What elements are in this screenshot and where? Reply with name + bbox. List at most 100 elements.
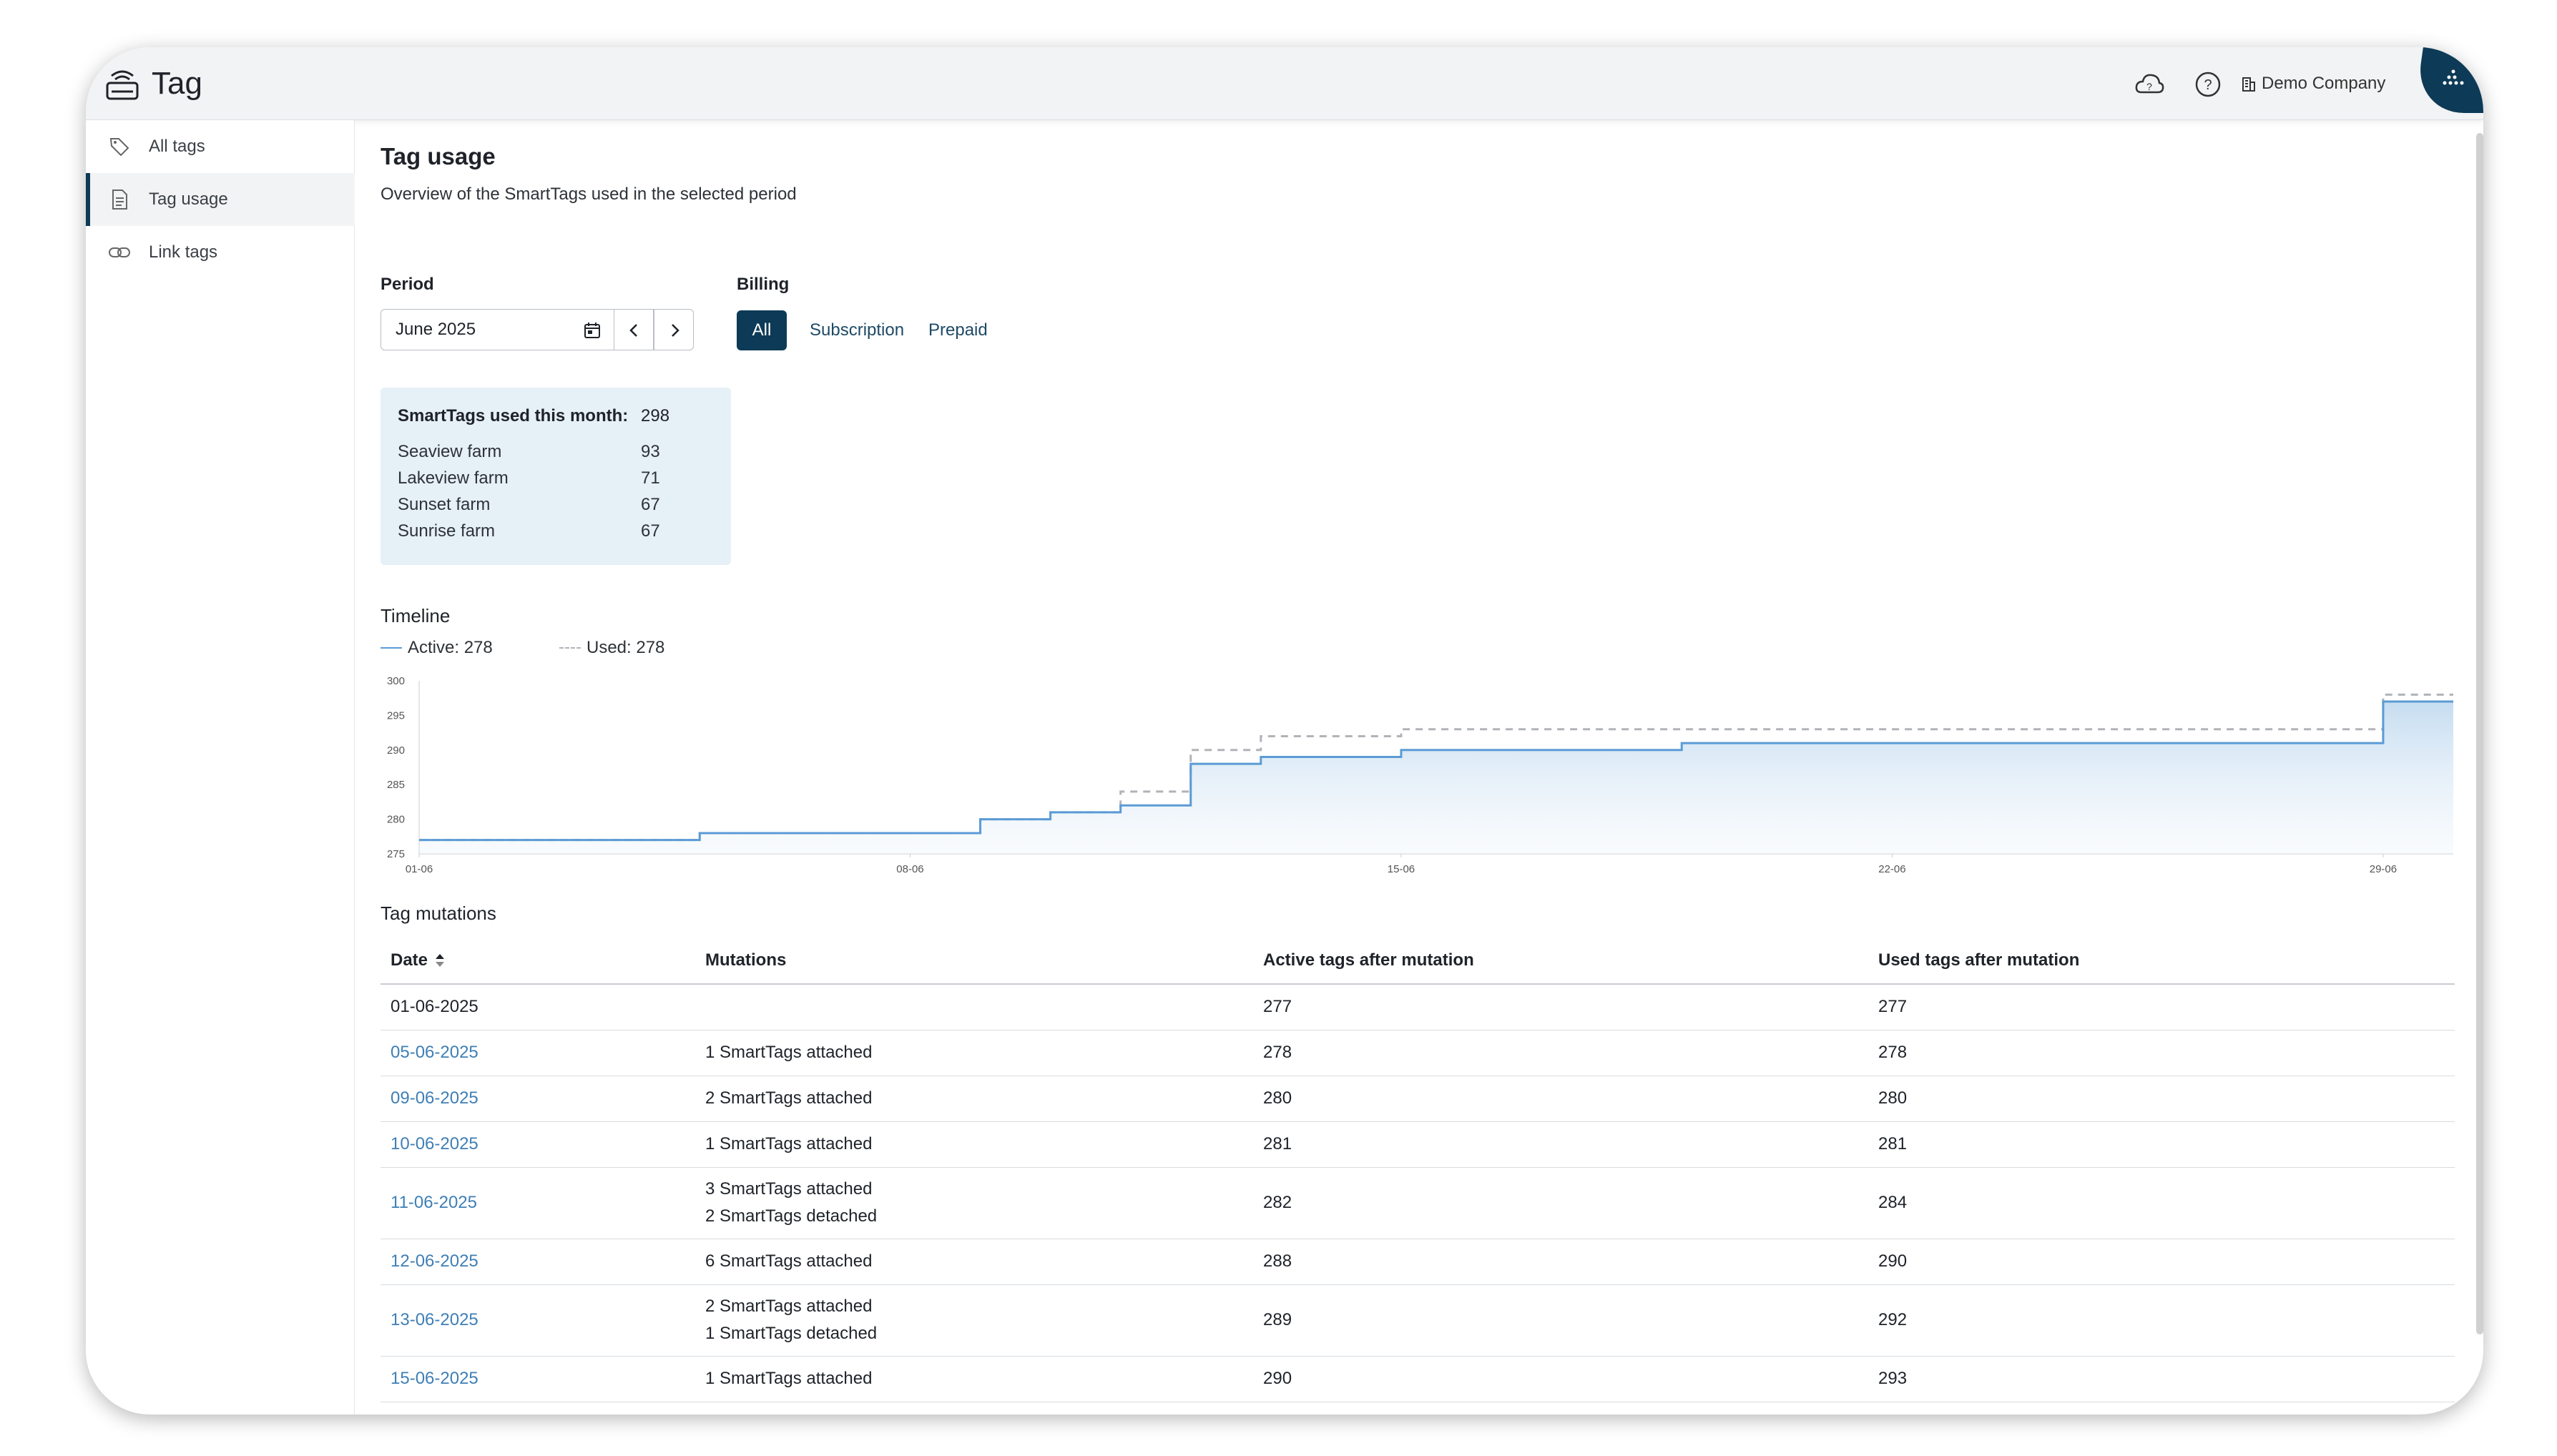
svg-text:?: ? <box>2204 77 2212 93</box>
mutations-title: Tag mutations <box>381 902 496 924</box>
mutations-cell: 2 SmartTags attached <box>695 1076 1253 1122</box>
tag-reader-logo-icon <box>106 70 139 100</box>
mutations-cell: 2 SmartTags attached 1 SmartTags detached <box>695 1284 1253 1357</box>
mutations-cell <box>695 984 1253 1030</box>
help-icon[interactable]: ? <box>2192 68 2224 101</box>
sidebar-item-label: Link tags <box>149 242 218 262</box>
farm-name: Sunset farm <box>398 495 491 514</box>
sidebar: All tags Tag usage Link tags <box>86 120 355 1415</box>
mutations-cell: 6 SmartTags attached <box>695 1239 1253 1285</box>
period-picker[interactable]: June 2025 <box>381 309 615 350</box>
farm-count: 67 <box>641 521 660 541</box>
mutations-cell: 1 SmartTags attached <box>695 1356 1253 1402</box>
column-header-active: Active tags after mutation <box>1253 937 1868 985</box>
chevron-left-icon <box>629 324 637 337</box>
company-selector[interactable]: Demo Company <box>2240 72 2385 96</box>
mutations-cell: 1 SmartTags attached <box>695 1121 1253 1168</box>
sidebar-item-tag-usage[interactable]: Tag usage <box>86 173 355 226</box>
mutation-line: 6 SmartTags attached <box>705 1251 873 1271</box>
sidebar-item-label: Tag usage <box>149 190 228 209</box>
date-link[interactable]: 09-06-2025 <box>381 1076 695 1122</box>
mutation-line: 2 SmartTags attached <box>705 1088 873 1108</box>
sidebar-item-all-tags[interactable]: All tags <box>86 120 355 173</box>
date-link[interactable]: 15-06-2025 <box>381 1356 695 1402</box>
used-tags-cell: 293 <box>1868 1402 2455 1415</box>
x-tick-label: 08-06 <box>896 863 923 875</box>
cloud-help-icon[interactable]: ? <box>2133 68 2166 101</box>
table-row: 10-06-2025 1 SmartTags attached 281 281 <box>381 1121 2455 1168</box>
y-tick-label: 280 <box>387 814 405 826</box>
date-link[interactable]: 13-06-2025 <box>381 1284 695 1357</box>
app-header: Tag ? ? Demo Company <box>86 47 2483 120</box>
mutations-cell: 1 SmartTags reattached <box>695 1402 1253 1415</box>
farm-name: Lakeview farm <box>398 468 509 488</box>
previous-period-button[interactable] <box>614 309 654 350</box>
table-row: 12-06-2025 6 SmartTags attached 288 290 <box>381 1239 2455 1285</box>
building-icon <box>2242 77 2255 92</box>
active-tags-cell: 278 <box>1253 1030 1868 1076</box>
app-grid-icon[interactable] <box>2439 66 2468 94</box>
x-tick-label: 15-06 <box>1388 863 1415 875</box>
table-row: 19-06-2025 1 SmartTags reattached291293 <box>381 1402 2455 1415</box>
billing-option-all[interactable]: All <box>737 310 787 350</box>
active-tags-cell: 288 <box>1253 1239 1868 1285</box>
table-row: 13-06-2025 2 SmartTags attached 1 SmartTag… <box>381 1284 2455 1357</box>
active-tags-cell: 289 <box>1253 1284 1868 1357</box>
app-window: Tag ? ? Demo Company <box>86 47 2483 1415</box>
used-tags-cell: 277 <box>1868 984 2455 1030</box>
usage-summary-card: SmartTags used this month: 298 Seaview f… <box>381 388 731 565</box>
y-tick-label: 285 <box>387 779 405 791</box>
chevron-right-icon <box>672 324 679 337</box>
active-area <box>419 702 2453 854</box>
calendar-icon[interactable] <box>583 321 602 340</box>
used-tags-cell: 290 <box>1868 1239 2455 1285</box>
column-header-used: Used tags after mutation <box>1868 937 2455 985</box>
date-link[interactable]: 05-06-2025 <box>381 1030 695 1076</box>
document-icon <box>112 190 127 210</box>
mutations-cell: 3 SmartTags attached 2 SmartTags detached <box>695 1167 1253 1239</box>
scrollbar[interactable] <box>2476 133 2483 1334</box>
y-tick-label: 275 <box>387 848 405 860</box>
sidebar-item-link-tags[interactable]: Link tags <box>86 226 355 279</box>
legend-used: Used: 278 <box>559 638 664 658</box>
table-row: 11-06-2025 3 SmartTags attached 2 SmartTag… <box>381 1167 2455 1239</box>
mutation-line: 1 SmartTags attached <box>705 1043 873 1062</box>
sidebar-item-label: All tags <box>149 137 205 156</box>
mutations-cell: 1 SmartTags attached <box>695 1030 1253 1076</box>
column-header-date[interactable]: Date <box>381 937 695 985</box>
billing-option-prepaid[interactable]: Prepaid <box>928 320 988 340</box>
link-icon <box>109 247 130 257</box>
mutation-line: 1 SmartTags detached <box>705 1324 878 1343</box>
used-tags-cell: 281 <box>1868 1121 2455 1168</box>
table-row: 05-06-2025 1 SmartTags attached 278 278 <box>381 1030 2455 1076</box>
farm-name: Sunrise farm <box>398 521 496 541</box>
legend-used-label: Used: 278 <box>587 638 665 657</box>
y-tick-label: 295 <box>387 709 405 722</box>
date-link[interactable]: 11-06-2025 <box>381 1167 695 1239</box>
billing-option-subscription[interactable]: Subscription <box>810 320 905 340</box>
page-title: Tag usage <box>381 143 496 169</box>
table-row: 01-06-2025 277 277 <box>381 984 2455 1030</box>
used-tags-cell: 293 <box>1868 1356 2455 1402</box>
farm-count: 71 <box>641 468 660 488</box>
date-link[interactable]: 10-06-2025 <box>381 1121 695 1168</box>
y-tick-label: 290 <box>387 744 405 757</box>
sort-icon[interactable] <box>433 953 446 968</box>
mutations-table: Date Mutations Active tags after mutatio… <box>381 937 2455 1415</box>
date-link[interactable]: 12-06-2025 <box>381 1239 695 1285</box>
summary-heading: SmartTags used this month: <box>398 406 629 426</box>
active-tags-cell: 281 <box>1253 1121 1868 1168</box>
active-tags-cell: 282 <box>1253 1167 1868 1239</box>
timeline-title: Timeline <box>381 605 451 626</box>
active-tags-cell: 277 <box>1253 984 1868 1030</box>
used-tags-cell: 292 <box>1868 1284 2455 1357</box>
date-link[interactable]: 19-06-2025 <box>381 1402 695 1415</box>
mutation-line: 3 SmartTags attached <box>705 1179 873 1199</box>
legend-active-swatch <box>381 647 402 649</box>
svg-text:?: ? <box>2146 81 2152 92</box>
used-tags-cell: 278 <box>1868 1030 2455 1076</box>
y-tick-label: 300 <box>387 675 405 687</box>
mutation-line: 2 SmartTags detached <box>705 1206 878 1226</box>
next-period-button[interactable] <box>654 309 694 350</box>
